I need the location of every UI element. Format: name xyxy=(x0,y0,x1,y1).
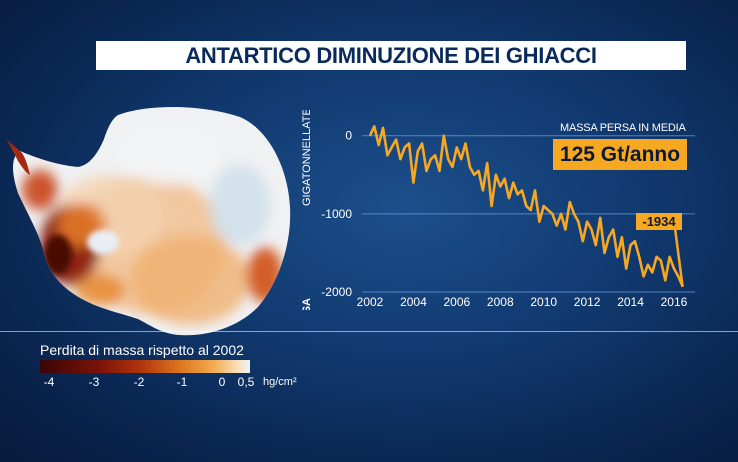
x-tick-label: 2016 xyxy=(661,295,688,309)
y-tick-label: -2000 xyxy=(321,285,352,299)
legend-colorbar xyxy=(40,360,250,373)
x-tick-label: 2010 xyxy=(530,295,557,309)
divider-line xyxy=(0,331,738,332)
y-tick-labels: 0 -1000 -2000 xyxy=(321,129,352,299)
x-tick-label: 2012 xyxy=(574,295,601,309)
x-tick-label: 2004 xyxy=(400,295,427,309)
legend-title: Perdita di massa rispetto al 2002 xyxy=(40,342,244,358)
title-banner: ANTARTICO DIMINUZIONE DEI GHIACCI xyxy=(96,41,686,70)
mass-loss-chart: 0 -1000 -2000 2002 2004 2006 2008 2010 2012 2014… xyxy=(301,110,695,310)
legend-unit: hg/cm² xyxy=(263,376,297,388)
y-tick-label: -1000 xyxy=(321,207,352,221)
x-tick-labels: 2002 2004 2006 2008 2010 2012 2014 2016 xyxy=(357,295,688,309)
legend-tick: -1 xyxy=(176,375,188,389)
callout-pointer xyxy=(673,227,684,288)
x-tick-label: 2006 xyxy=(443,295,470,309)
series-line-mass-loss xyxy=(368,124,684,288)
antarctica-map xyxy=(6,106,291,336)
y-tick-label: 0 xyxy=(345,129,352,143)
average-loss-label: MASSA PERSA IN MEDIA xyxy=(560,122,686,134)
legend-tick: -3 xyxy=(88,375,100,389)
antarctica-landmass xyxy=(6,106,291,336)
y-axis-label: MASSA PERSA xyxy=(301,298,313,310)
x-tick-label: 2014 xyxy=(617,295,644,309)
legend-tick: 0 xyxy=(218,375,226,389)
y-axis-sublabel: GIGATONNELLATE xyxy=(301,110,313,206)
legend-tick: -2 xyxy=(133,375,145,389)
x-tick-label: 2008 xyxy=(487,295,514,309)
final-value-callout: -1934 xyxy=(636,213,682,230)
legend-tick: -4 xyxy=(43,375,55,389)
x-tick-label: 2002 xyxy=(357,295,384,309)
antarctic-peninsula xyxy=(6,139,30,175)
legend-tick: 0,5 xyxy=(237,375,255,389)
average-loss-value: 125 Gt/anno xyxy=(553,139,687,170)
